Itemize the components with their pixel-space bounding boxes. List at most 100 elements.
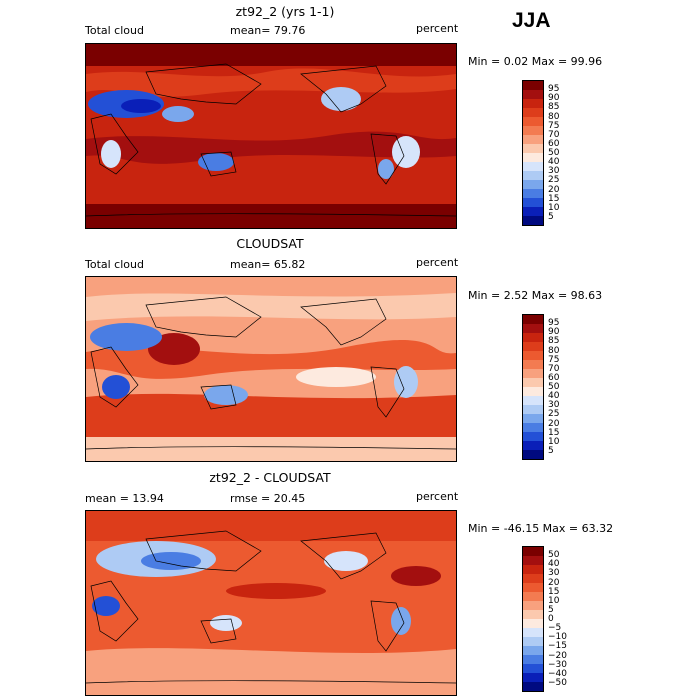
colorbar-swatch bbox=[523, 414, 543, 423]
colorbar-swatch bbox=[523, 144, 543, 153]
panel-2-colorbar-ticks: 95 90 85 80 75 70 60 50 40 30 25 20 15 10 5 bbox=[548, 314, 588, 460]
colorbar-tick-label: 5 bbox=[548, 211, 554, 222]
colorbar-swatch bbox=[523, 664, 543, 673]
panel-3-minmax: Min = -46.15 Max = 63.32 bbox=[468, 522, 614, 535]
colorbar-tick-label: 30 bbox=[548, 166, 560, 177]
panel-2-title: CLOUDSAT bbox=[236, 236, 304, 251]
colorbar-tick-label: −50 bbox=[548, 677, 567, 688]
panel-2-mean-label: mean= 65.82 bbox=[230, 258, 306, 271]
colorbar-swatch bbox=[523, 655, 543, 664]
panel-1-title: zt92_2 (yrs 1-1) bbox=[235, 4, 335, 19]
panel-1-colorbar bbox=[522, 80, 544, 226]
panel-1-colorbar-ticks: 95 90 85 80 75 70 60 50 40 30 25 20 15 10 5 bbox=[548, 80, 588, 226]
panel-2-variable-label: Total cloud bbox=[85, 258, 144, 271]
colorbar-tick-label: 5 bbox=[548, 445, 554, 456]
colorbar-swatch bbox=[523, 108, 543, 117]
colorbar-tick-label: −20 bbox=[548, 650, 567, 661]
colorbar-tick-label: 15 bbox=[548, 427, 560, 438]
colorbar-swatch bbox=[523, 547, 543, 556]
colorbar-tick-label: 70 bbox=[548, 129, 560, 140]
colorbar-tick-label: −15 bbox=[548, 641, 567, 652]
colorbar-swatch bbox=[523, 207, 543, 216]
colorbar-tick-label: 0 bbox=[548, 614, 554, 624]
colorbar-tick-label: 5 bbox=[548, 604, 554, 615]
panel-1-minmax: Min = 0.02 Max = 99.96 bbox=[468, 55, 603, 68]
colorbar-tick-label: 30 bbox=[548, 568, 560, 579]
colorbar-swatch bbox=[523, 189, 543, 198]
colorbar-tick-label: 25 bbox=[548, 409, 560, 420]
colorbar-swatch bbox=[523, 628, 543, 637]
colorbar-tick-label: 15 bbox=[548, 193, 560, 204]
colorbar-tick-label: 10 bbox=[548, 202, 560, 213]
colorbar-tick-label: 20 bbox=[548, 577, 560, 588]
colorbar-swatch bbox=[523, 126, 543, 135]
colorbar-swatch bbox=[523, 171, 543, 180]
colorbar-swatch bbox=[523, 592, 543, 601]
colorbar-swatch bbox=[523, 99, 543, 108]
panel-3-map bbox=[85, 510, 457, 696]
panel-3-rmse-label: rmse = 20.45 bbox=[230, 492, 306, 505]
colorbar-tick-label: 30 bbox=[548, 400, 560, 411]
colorbar-swatch bbox=[523, 405, 543, 414]
colorbar-tick-label: −40 bbox=[548, 668, 567, 679]
colorbar-tick-label: 15 bbox=[548, 586, 560, 597]
panel-3-mean-label: mean = 13.94 bbox=[85, 492, 164, 505]
colorbar-swatch bbox=[523, 619, 543, 628]
panel-2-minmax: Min = 2.52 Max = 98.63 bbox=[468, 289, 603, 302]
colorbar-tick-label: 10 bbox=[548, 436, 560, 447]
panel-3-unit-label: percent bbox=[416, 490, 459, 503]
colorbar-tick-label: 25 bbox=[548, 175, 560, 186]
colorbar-swatch bbox=[523, 315, 543, 324]
colorbar-tick-label: 40 bbox=[548, 391, 560, 402]
colorbar-tick-label: 75 bbox=[548, 120, 560, 131]
panel-3-colorbar-ticks: 50 40 30 20 15 10 5 0 −5 −10 −15 −20 −30 −40 −50 bbox=[548, 546, 596, 692]
colorbar-swatch bbox=[523, 682, 543, 691]
colorbar-swatch bbox=[523, 81, 543, 90]
colorbar-tick-label: 50 bbox=[548, 148, 560, 158]
colorbar-tick-label: 95 bbox=[548, 318, 560, 329]
colorbar-swatch bbox=[523, 324, 543, 333]
colorbar-swatch bbox=[523, 396, 543, 405]
colorbar-swatch bbox=[523, 574, 543, 583]
colorbar-swatch bbox=[523, 378, 543, 387]
colorbar-swatch bbox=[523, 441, 543, 450]
colorbar-tick-label: −30 bbox=[548, 659, 567, 670]
panel-1-map bbox=[85, 43, 457, 229]
colorbar-swatch bbox=[523, 153, 543, 162]
colorbar-tick-label: 80 bbox=[548, 345, 560, 356]
colorbar-tick-label: −10 bbox=[548, 632, 567, 643]
colorbar-tick-label: 95 bbox=[548, 84, 560, 95]
colorbar-swatch bbox=[523, 342, 543, 351]
panel-3-colorbar bbox=[522, 546, 544, 692]
colorbar-tick-label: 85 bbox=[548, 102, 560, 113]
colorbar-swatch bbox=[523, 369, 543, 378]
panel-2-map bbox=[85, 276, 457, 462]
colorbar-swatch bbox=[523, 450, 543, 459]
colorbar-swatch bbox=[523, 216, 543, 225]
colorbar-tick-label: 40 bbox=[548, 157, 560, 168]
colorbar-swatch bbox=[523, 423, 543, 432]
colorbar-swatch bbox=[523, 198, 543, 207]
colorbar-tick-label: 40 bbox=[548, 559, 560, 570]
colorbar-tick-label: 75 bbox=[548, 354, 560, 365]
colorbar-tick-label: 60 bbox=[548, 372, 560, 383]
colorbar-tick-label: 20 bbox=[548, 184, 560, 195]
panel-1-variable-label: Total cloud bbox=[85, 24, 144, 37]
colorbar-swatch bbox=[523, 135, 543, 144]
colorbar-tick-label: 70 bbox=[548, 363, 560, 374]
colorbar-tick-label: 80 bbox=[548, 111, 560, 122]
colorbar-swatch bbox=[523, 90, 543, 99]
colorbar-swatch bbox=[523, 637, 543, 646]
panel-1-unit-label: percent bbox=[416, 22, 459, 35]
panel-2-unit-label: percent bbox=[416, 256, 459, 269]
colorbar-swatch bbox=[523, 565, 543, 574]
panel-1-mean-label: mean= 79.76 bbox=[230, 24, 306, 37]
colorbar-tick-label: 60 bbox=[548, 138, 560, 149]
colorbar-swatch bbox=[523, 162, 543, 171]
colorbar-tick-label: 90 bbox=[548, 93, 560, 104]
panel-3-title: zt92_2 - CLOUDSAT bbox=[209, 470, 331, 485]
colorbar-swatch bbox=[523, 673, 543, 682]
panel-2-colorbar bbox=[522, 314, 544, 460]
colorbar-tick-label: 20 bbox=[548, 418, 560, 429]
colorbar-tick-label: 85 bbox=[548, 336, 560, 347]
